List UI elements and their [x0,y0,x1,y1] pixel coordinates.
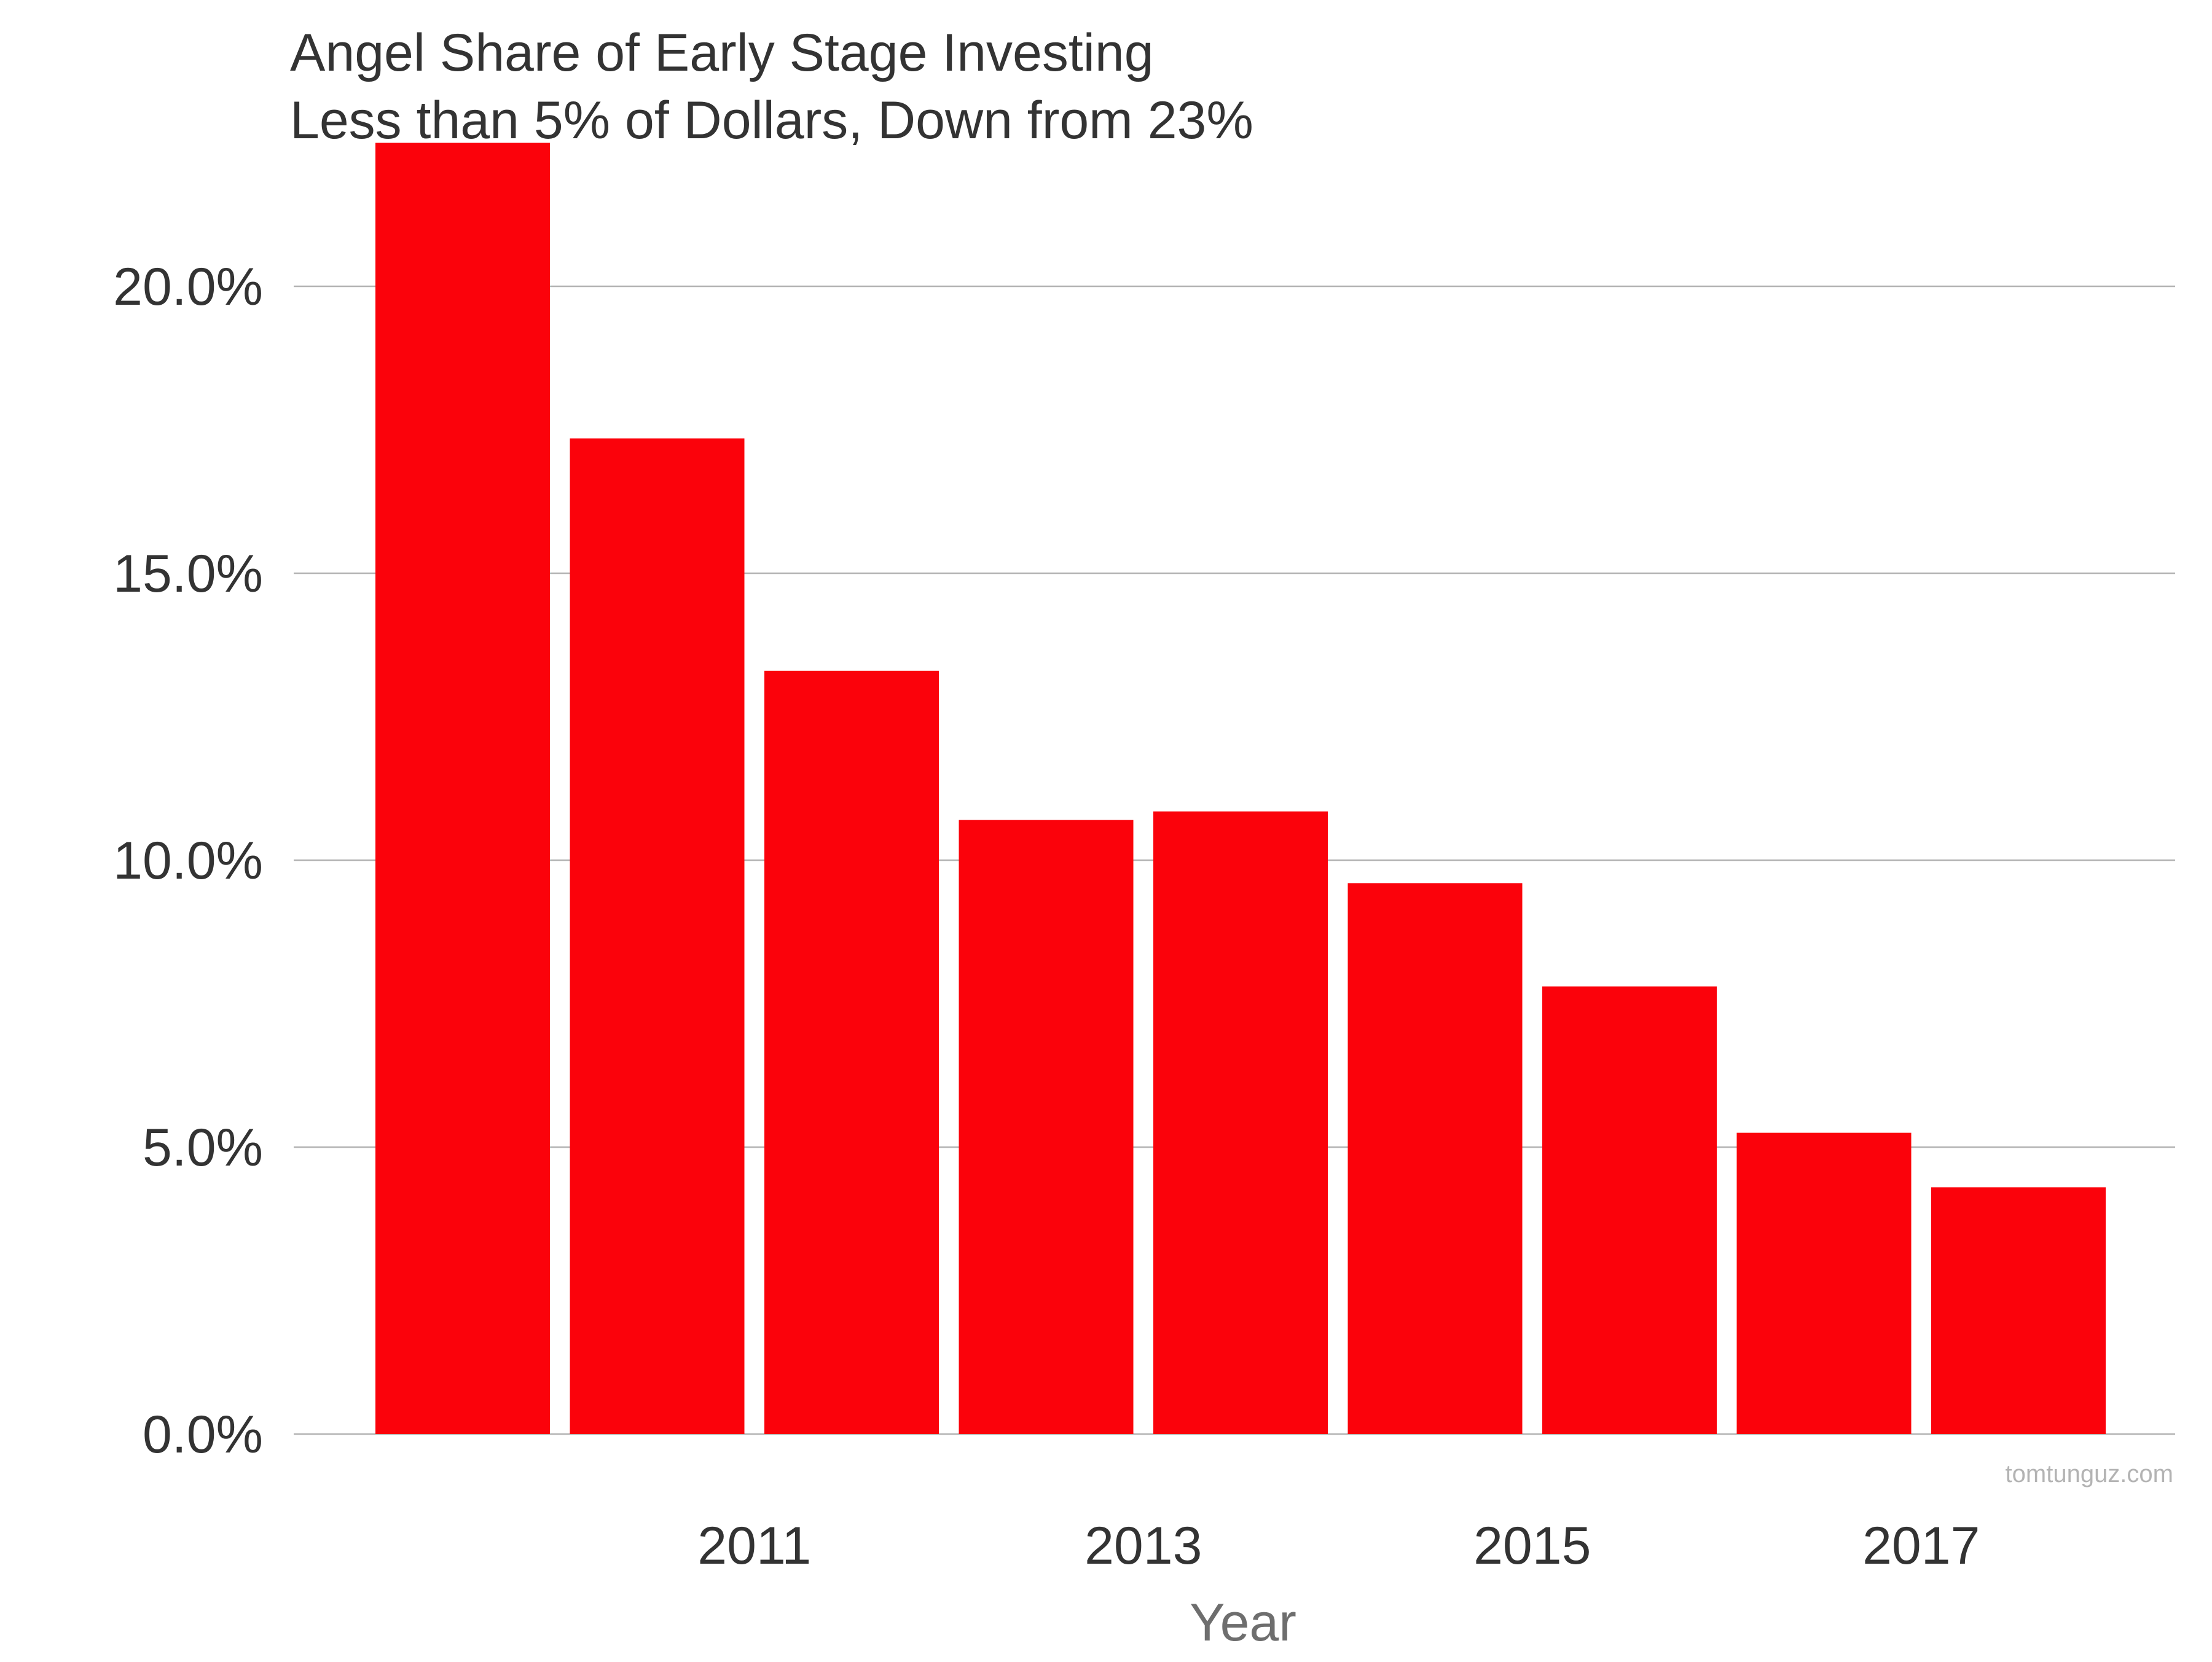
watermark-text: tomtunguz.com [2006,1460,2173,1488]
chart-subtitle: Less than 5% of Dollars, Down from 23% [290,91,1253,150]
bar-2011 [570,438,745,1434]
bar-2018 [1931,1187,2106,1434]
x-tick-label: 2015 [1473,1516,1591,1575]
x-tick-label: 2013 [1084,1516,1202,1575]
x-tick-label: 2017 [1862,1516,1980,1575]
bar-2013 [959,820,1134,1434]
y-axis-tick-labels: 0.0% 5.0% 10.0% 15.0% 20.0% [113,257,263,1464]
x-axis-tick-labels: 2011 2013 2015 2017 [697,1516,1980,1575]
bar-2010 [375,143,550,1434]
y-tick-label: 0.0% [143,1405,263,1464]
y-tick-label: 20.0% [113,257,263,316]
x-axis-title: Year [1190,1593,1296,1652]
x-tick-label: 2011 [697,1516,811,1575]
bar-2012 [764,670,939,1434]
bar-2015 [1347,883,1523,1434]
y-tick-label: 10.0% [113,831,263,890]
bars [375,143,2106,1434]
chart-title: Angel Share of Early Stage Investing [290,23,1154,82]
bar-2017 [1736,1132,1912,1434]
y-tick-label: 15.0% [113,544,263,603]
bar-2016 [1542,986,1717,1434]
y-tick-label: 5.0% [143,1118,263,1177]
bar-2014 [1153,811,1328,1434]
